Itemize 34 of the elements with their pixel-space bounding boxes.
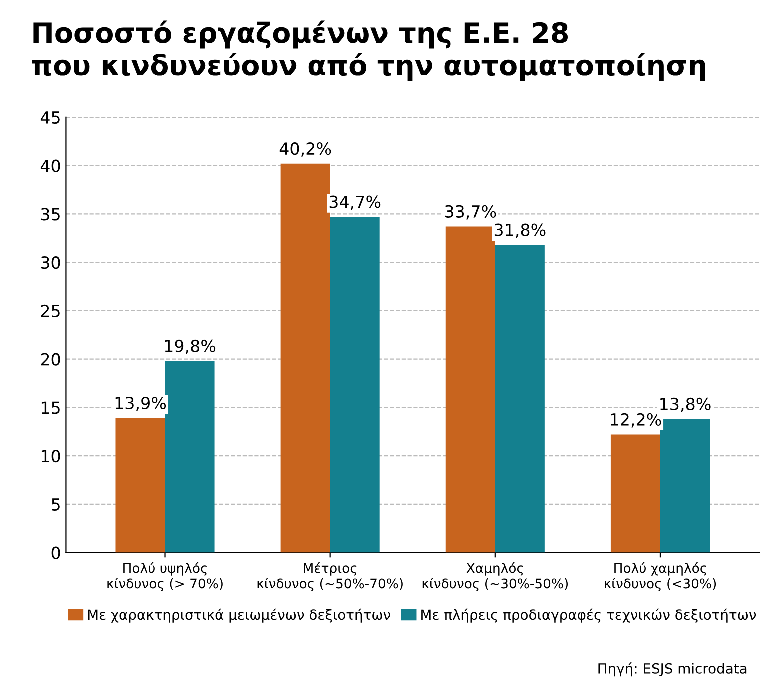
bar [495,245,545,553]
data-label: 13,8% [660,398,711,412]
x-tick-label: Μέτριος κίνδυνος (~50%-70%) [258,562,403,592]
legend-label: Με πλήρεις προδιαγραφές τεχνικών δεξιοτήτων [422,608,756,623]
y-tick-label: 10 [42,450,60,463]
y-tick-label: 5 [52,498,60,511]
x-tick-label: Πολύ χαμηλός κίνδυνος (<30%) [605,562,716,592]
y-tick-label: 30 [41,256,60,270]
y-tick-label: 25 [41,304,60,318]
text: Πηγή: ESJS microdata [598,662,747,677]
data-label: 13,9% [116,396,166,412]
data-label: 31,8% [494,224,546,238]
data-label: 12,2% [611,413,662,428]
y-tick-label: 35 [41,208,60,221]
x-tick-label: Πολύ υψηλός κίνδυνος (> 70%) [108,562,223,592]
bar [280,164,330,553]
bar [330,217,380,553]
y-tick-label: 40 [40,160,60,172]
data-label: 33,7% [445,205,496,220]
bar [446,226,496,553]
data-label: 40,2% [280,142,332,157]
bar [660,419,710,553]
bar [116,418,166,553]
data-label: 19,8% [165,340,216,354]
x-tick-label: Χαμηλός κίνδυνος (~30%-50%) [422,562,568,592]
y-tick-label: 0 [52,546,60,560]
bar [165,361,215,553]
y-tick-label: 15 [42,402,60,414]
data-label: 34,7% [330,196,381,210]
y-tick-label: 20 [41,353,60,366]
chart-title: Ποσοστό εργαζομένων της Ε.Ε. 28 που κινδυνεύουν από την αυτοματοποίηση [32,20,706,82]
y-tick-label: 45 [40,112,60,124]
bar [610,434,660,553]
legend-label: Με χαρακτηριστικά μειωμένων δεξιοτήτων [88,608,390,623]
